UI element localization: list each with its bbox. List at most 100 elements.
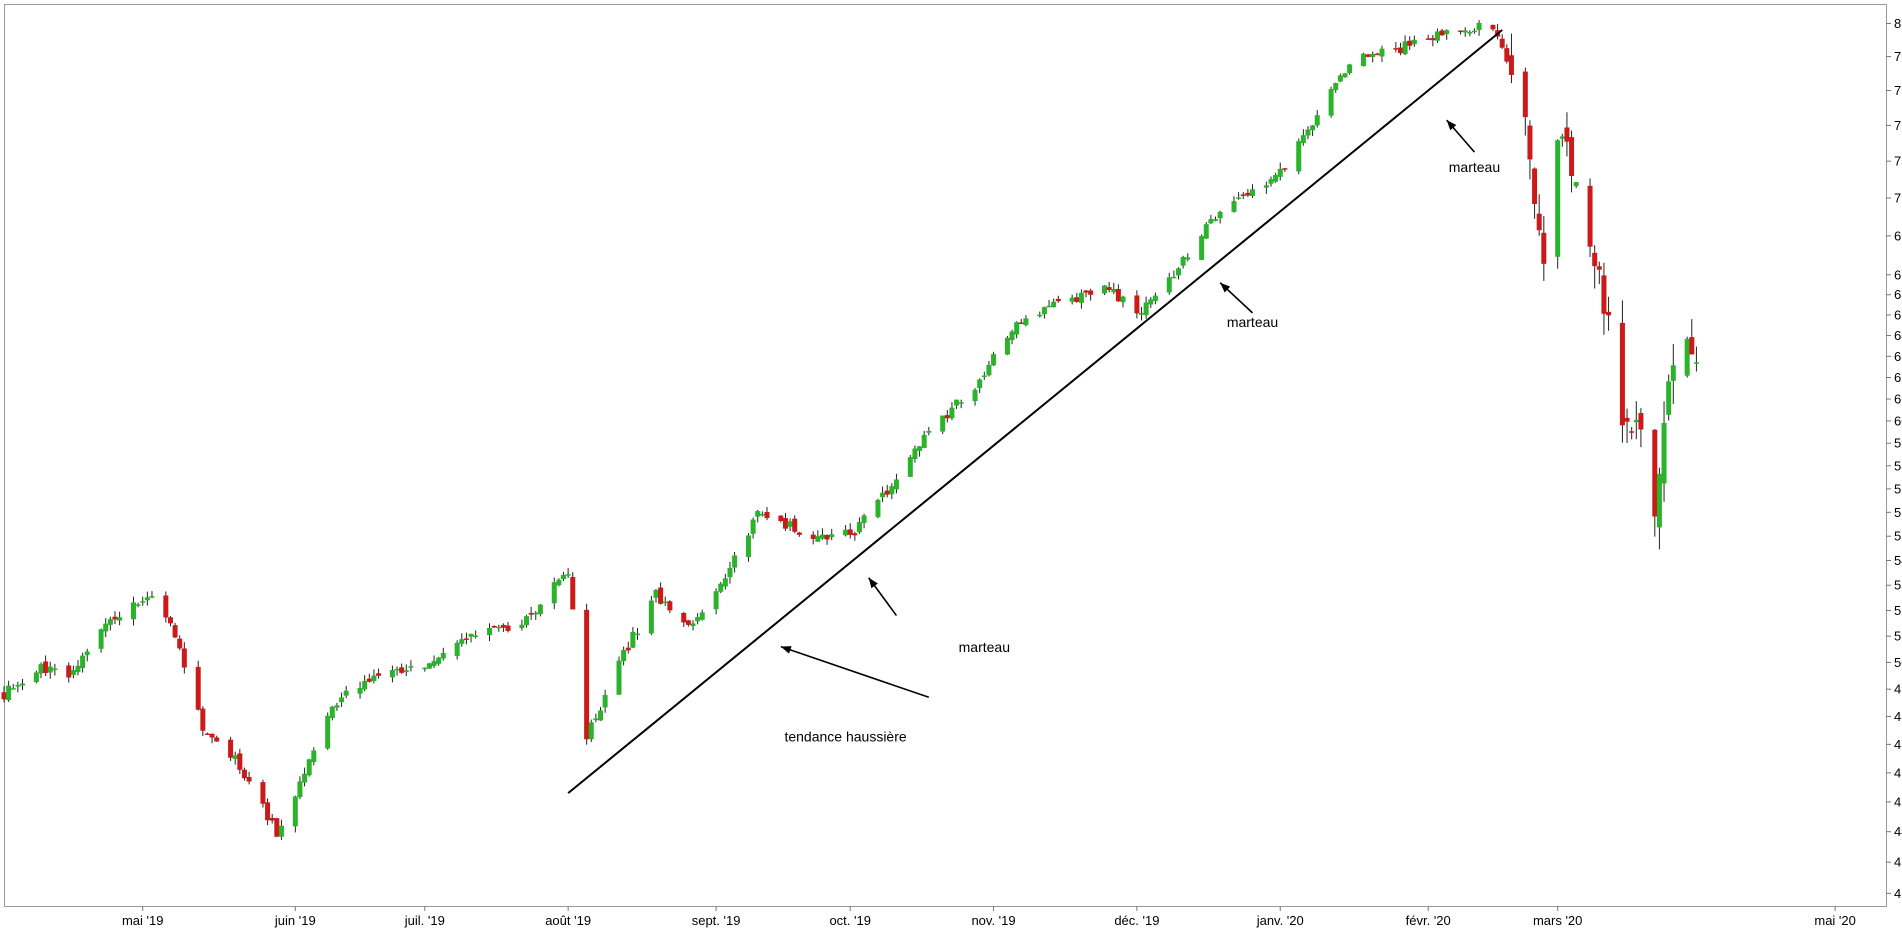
candle-body-down [685, 620, 691, 625]
candle [1508, 33, 1514, 84]
candle [1236, 192, 1242, 200]
x-tick-label: déc. '19 [1114, 913, 1159, 928]
y-tick: 67.00 [1886, 267, 1902, 282]
candle [1365, 53, 1371, 58]
candle-body-down [792, 518, 798, 532]
candle [732, 552, 738, 573]
candle [616, 656, 622, 695]
candle [829, 528, 835, 541]
candle-body-up [1273, 175, 1279, 182]
candle-body-up [1476, 22, 1482, 30]
candle-body-up [695, 617, 701, 622]
candle [634, 628, 640, 640]
y-tick: 65.00 [1886, 307, 1902, 322]
candle [1282, 168, 1288, 173]
candle-body-down [366, 678, 372, 682]
candle [496, 624, 502, 632]
y-tick-label: 64.00 [1894, 328, 1902, 343]
candle [343, 686, 349, 699]
candle-body-up [759, 513, 765, 516]
candle-body-up [1370, 53, 1376, 58]
candle-body-up [986, 365, 992, 376]
candle [759, 511, 765, 517]
candle-body-up [306, 759, 312, 776]
candle-body-down [1430, 38, 1436, 41]
y-tick: 62.00 [1886, 370, 1902, 385]
candle [1074, 292, 1080, 303]
candle-body-down [228, 739, 234, 758]
candle-body-down [241, 769, 247, 779]
candle-body-up [278, 825, 284, 837]
candle [1522, 67, 1528, 136]
candle [1152, 292, 1158, 305]
candle [177, 635, 183, 651]
candle-body-up [940, 415, 946, 432]
candle-body-up [1051, 301, 1057, 308]
y-tick-label: 53.00 [1894, 578, 1902, 593]
candle [269, 813, 275, 824]
y-tick: 66.00 [1886, 287, 1902, 302]
candle-body-down [1439, 30, 1445, 36]
y-tick-label: 79.00 [1894, 49, 1902, 64]
candle [907, 454, 913, 478]
candle-body-up [1037, 314, 1043, 317]
candle-body-up [727, 567, 733, 578]
y-tick-label: 50.00 [1894, 655, 1902, 670]
candle [921, 430, 927, 449]
candle [149, 591, 155, 599]
candle-body-up [292, 796, 298, 827]
candle [195, 660, 201, 711]
candle [1176, 267, 1182, 280]
candle [1596, 261, 1602, 285]
candle-body-up [750, 519, 756, 534]
candle [796, 531, 802, 537]
candle [1041, 306, 1047, 319]
candle-body-down [195, 666, 201, 710]
candle-body-up [1333, 83, 1339, 91]
candle [972, 388, 978, 406]
candle [699, 609, 705, 621]
y-tick-label: 43.00 [1894, 855, 1902, 870]
candle [487, 623, 493, 642]
candle [570, 572, 576, 610]
candle-body-up [977, 379, 983, 389]
candle-body-down [163, 595, 169, 618]
y-tick: 81.00 [1886, 16, 1902, 31]
candle-body-up [311, 750, 317, 763]
trendline[interactable] [567, 29, 1503, 794]
y-tick-label: 45.00 [1894, 794, 1902, 809]
candle-body-up [1231, 201, 1237, 212]
candle [884, 484, 890, 498]
candle-body-up [1360, 53, 1366, 67]
candle [944, 410, 950, 423]
candle-body-up [1143, 302, 1149, 316]
candle [593, 713, 599, 723]
candle-body-up [1148, 299, 1154, 305]
candle-body-up [616, 660, 622, 695]
candle [681, 611, 687, 627]
candle-body-down [177, 638, 183, 649]
candle [1245, 188, 1251, 197]
candle [431, 655, 437, 669]
candle-body-up [1041, 307, 1047, 315]
candle [1263, 181, 1269, 194]
candle [1504, 44, 1510, 64]
candle [1051, 298, 1057, 308]
candle-body-up [819, 534, 825, 539]
candle-body-up [745, 535, 751, 558]
candle-body-up [662, 601, 668, 603]
candle-body-down [209, 733, 215, 738]
x-tick: juil. '19 [404, 906, 445, 928]
candle-body-down [944, 415, 950, 419]
candle [505, 622, 511, 633]
x-tick-label: nov. '19 [971, 913, 1015, 928]
candle [1425, 34, 1431, 40]
candle-body-down [204, 733, 210, 736]
candle-body-up [1328, 89, 1334, 116]
candle-body-up [524, 616, 530, 626]
y-tick: 55.00 [1886, 529, 1902, 544]
candle-body-down [181, 648, 187, 668]
x-tick: févr. '20 [1406, 906, 1451, 928]
candle-body-up [991, 354, 997, 366]
candle-body-down [884, 490, 890, 495]
